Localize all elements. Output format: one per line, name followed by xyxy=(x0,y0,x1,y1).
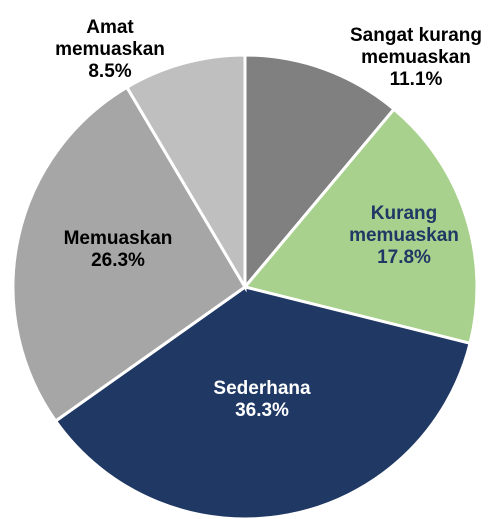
category-label: Sederhana xyxy=(213,378,311,399)
pie-slice xyxy=(11,85,247,424)
slice-label: Sangat kurang memuaskan 11.1% xyxy=(326,25,504,91)
pie-slice xyxy=(124,53,247,293)
slice-label: Kurang memuaskan 17.8% xyxy=(339,203,469,269)
value-label: 26.3% xyxy=(91,250,145,271)
category-label: Kurang memuaskan xyxy=(349,203,459,246)
category-label: Amat memuaskan xyxy=(55,17,165,60)
value-label: 11.1% xyxy=(389,69,443,90)
pie-slice xyxy=(53,285,472,519)
category-label: Sangat kurang memuaskan xyxy=(350,25,482,68)
value-label: 36.3% xyxy=(235,400,289,421)
value-label: 8.5% xyxy=(88,61,132,82)
slice-label: Memuaskan 26.3% xyxy=(43,228,193,272)
category-label: Memuaskan xyxy=(63,228,173,249)
value-label: 17.8% xyxy=(377,247,431,268)
pie-slice xyxy=(242,107,479,346)
pie-slice xyxy=(243,53,397,292)
slice-label: Amat memuaskan 8.5% xyxy=(55,17,165,83)
slice-label: Sederhana 36.3% xyxy=(187,378,337,422)
